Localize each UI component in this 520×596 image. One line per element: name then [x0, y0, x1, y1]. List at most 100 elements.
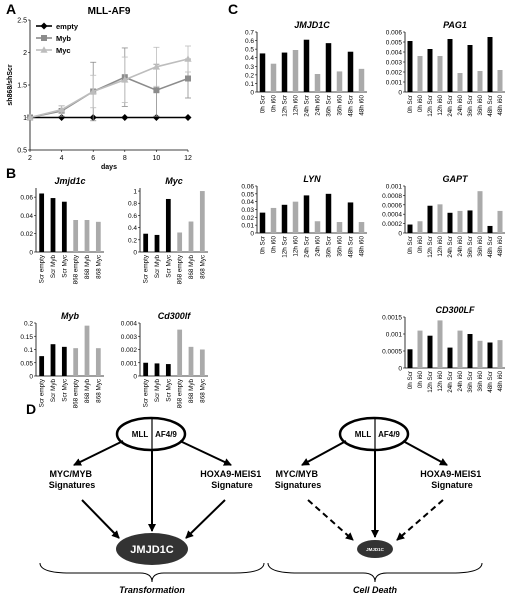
legend-label: empty	[56, 22, 79, 31]
bar	[188, 221, 194, 252]
y-tick-label: 0.6	[128, 213, 137, 220]
bar	[447, 39, 453, 92]
bar	[270, 207, 277, 233]
y-tick-label: 0.04	[241, 199, 254, 206]
y-tick-label: 0.001	[386, 80, 403, 87]
myc-myb-label-right: MYC/MYB Signatures	[275, 469, 322, 490]
x-tick-label: 868 Myc	[95, 379, 102, 403]
bar	[487, 342, 493, 368]
bar	[143, 233, 149, 252]
y-tick-label: 0.02	[241, 215, 254, 222]
bar	[270, 63, 277, 92]
bar	[39, 193, 45, 252]
data-point	[121, 114, 129, 121]
x-axis-label: days	[101, 164, 117, 171]
bar	[407, 224, 413, 233]
x-tick-label: 868 Myb	[188, 379, 195, 404]
x-tick-label: 36h Scr	[467, 371, 474, 393]
bar	[437, 204, 443, 233]
x-tick-label: 48h i60	[497, 371, 504, 392]
bar	[336, 71, 343, 92]
y-tick-label: 2	[23, 50, 27, 57]
x-tick-label: 36h i60	[337, 95, 344, 116]
x-tick-label: 24h Scr	[447, 95, 454, 117]
bar	[497, 340, 503, 368]
bar	[143, 362, 149, 376]
x-tick-label: Scr Myc	[61, 255, 68, 278]
chart-title: Myc	[165, 176, 183, 186]
legend: empty Myb Myc	[36, 22, 79, 55]
myc-myb-line1-left: MYC/MYB	[49, 469, 92, 479]
bar	[281, 204, 288, 233]
x-tick-label: 36h Scr	[326, 236, 333, 258]
x-tick-label: 24h i60	[315, 236, 322, 257]
bar	[73, 220, 79, 252]
diagram-right: MLL AF4/9 MYC/MYB Signatures HOXA9-MEIS1…	[267, 416, 483, 595]
bar	[358, 222, 365, 233]
x-tick-label: 12h Scr	[427, 95, 434, 117]
x-tick-label: 868 Myb	[84, 379, 91, 404]
x-tick-label: 12h i60	[437, 371, 444, 392]
x-tick-label: 868 empty	[73, 254, 80, 284]
bar	[39, 356, 45, 376]
y-axis-label: sh868/shScr	[7, 64, 14, 106]
data-point	[41, 35, 47, 41]
jmjd1c-label-right: JMJD1C	[366, 547, 385, 552]
bar	[437, 320, 443, 368]
x-tick-label: 0h Scr	[407, 95, 414, 113]
x-tick-label: 12h i60	[293, 236, 300, 257]
data-point	[40, 22, 48, 30]
data-point	[58, 114, 66, 121]
y-tick-label: 0.4	[128, 225, 137, 232]
bar	[467, 45, 473, 92]
data-point	[152, 114, 160, 121]
bar	[188, 346, 194, 376]
y-tick-label: 0.001	[386, 184, 403, 191]
data-point	[185, 75, 191, 82]
myc-myb-line1-right: MYC/MYB	[275, 469, 318, 479]
arrow-hoxa9-to-jmjd1c-left	[185, 499, 226, 539]
y-tick-label: 0.05	[20, 360, 33, 367]
bar	[427, 205, 433, 233]
bar	[177, 232, 183, 252]
bar	[292, 50, 299, 92]
data-point	[153, 87, 160, 94]
legend-label: Myb	[56, 34, 71, 43]
x-tick-label: 10	[153, 155, 161, 162]
x-tick-label: 0h i60	[417, 371, 424, 389]
y-tick-label: 0.0005	[382, 349, 402, 356]
charts-layer: Jmjd1c 0 0.02 0.04 0.06 Scr empty Scr Myb Scr M…	[7, 6, 505, 408]
y-tick-label: 0	[250, 90, 254, 97]
x-tick-label: 12h Scr	[427, 236, 434, 258]
data-point	[58, 105, 66, 113]
bar	[427, 49, 433, 92]
x-tick-label: 24h i60	[457, 371, 464, 392]
x-tick-label: 48h Scr	[487, 95, 494, 117]
y-tick-label: 0.0006	[382, 202, 402, 209]
bar	[84, 220, 90, 252]
y-tick-label: 0.004	[121, 321, 138, 328]
x-tick-label: 36h Scr	[467, 95, 474, 117]
chart-c3: LYN 00.010.020.030.040.050.06 0h Scr 0h i60…	[241, 174, 367, 258]
y-tick-label: 1	[23, 115, 27, 122]
bar	[259, 212, 266, 233]
bar	[497, 210, 503, 233]
arrow-to-hoxa9-left	[179, 440, 232, 466]
bar	[61, 201, 67, 252]
chart-title: MLL-AF9	[88, 6, 131, 17]
y-tick-label: 0.02	[20, 231, 33, 238]
chart-title: Cd300lf	[158, 311, 192, 321]
x-tick-label: 868 Myc	[199, 255, 206, 279]
panel-letter-a: A	[6, 1, 16, 17]
chart-c4: GAPT 0 0.0002 0.0004 0.0006 0.0008 0.001 0h Scr…	[382, 174, 505, 258]
y-tick-label: 0.4	[245, 55, 254, 62]
y-tick-label: 0.2	[128, 237, 137, 244]
chart-title: PAG1	[443, 20, 467, 30]
y-tick-label: 0	[29, 250, 33, 257]
y-tick-label: 0.0015	[382, 315, 402, 322]
bar	[95, 348, 101, 376]
chart-title: JMJD1C	[294, 20, 330, 30]
af49-label-left: AF4/9	[155, 430, 177, 439]
y-tick-label: 0	[398, 366, 402, 373]
